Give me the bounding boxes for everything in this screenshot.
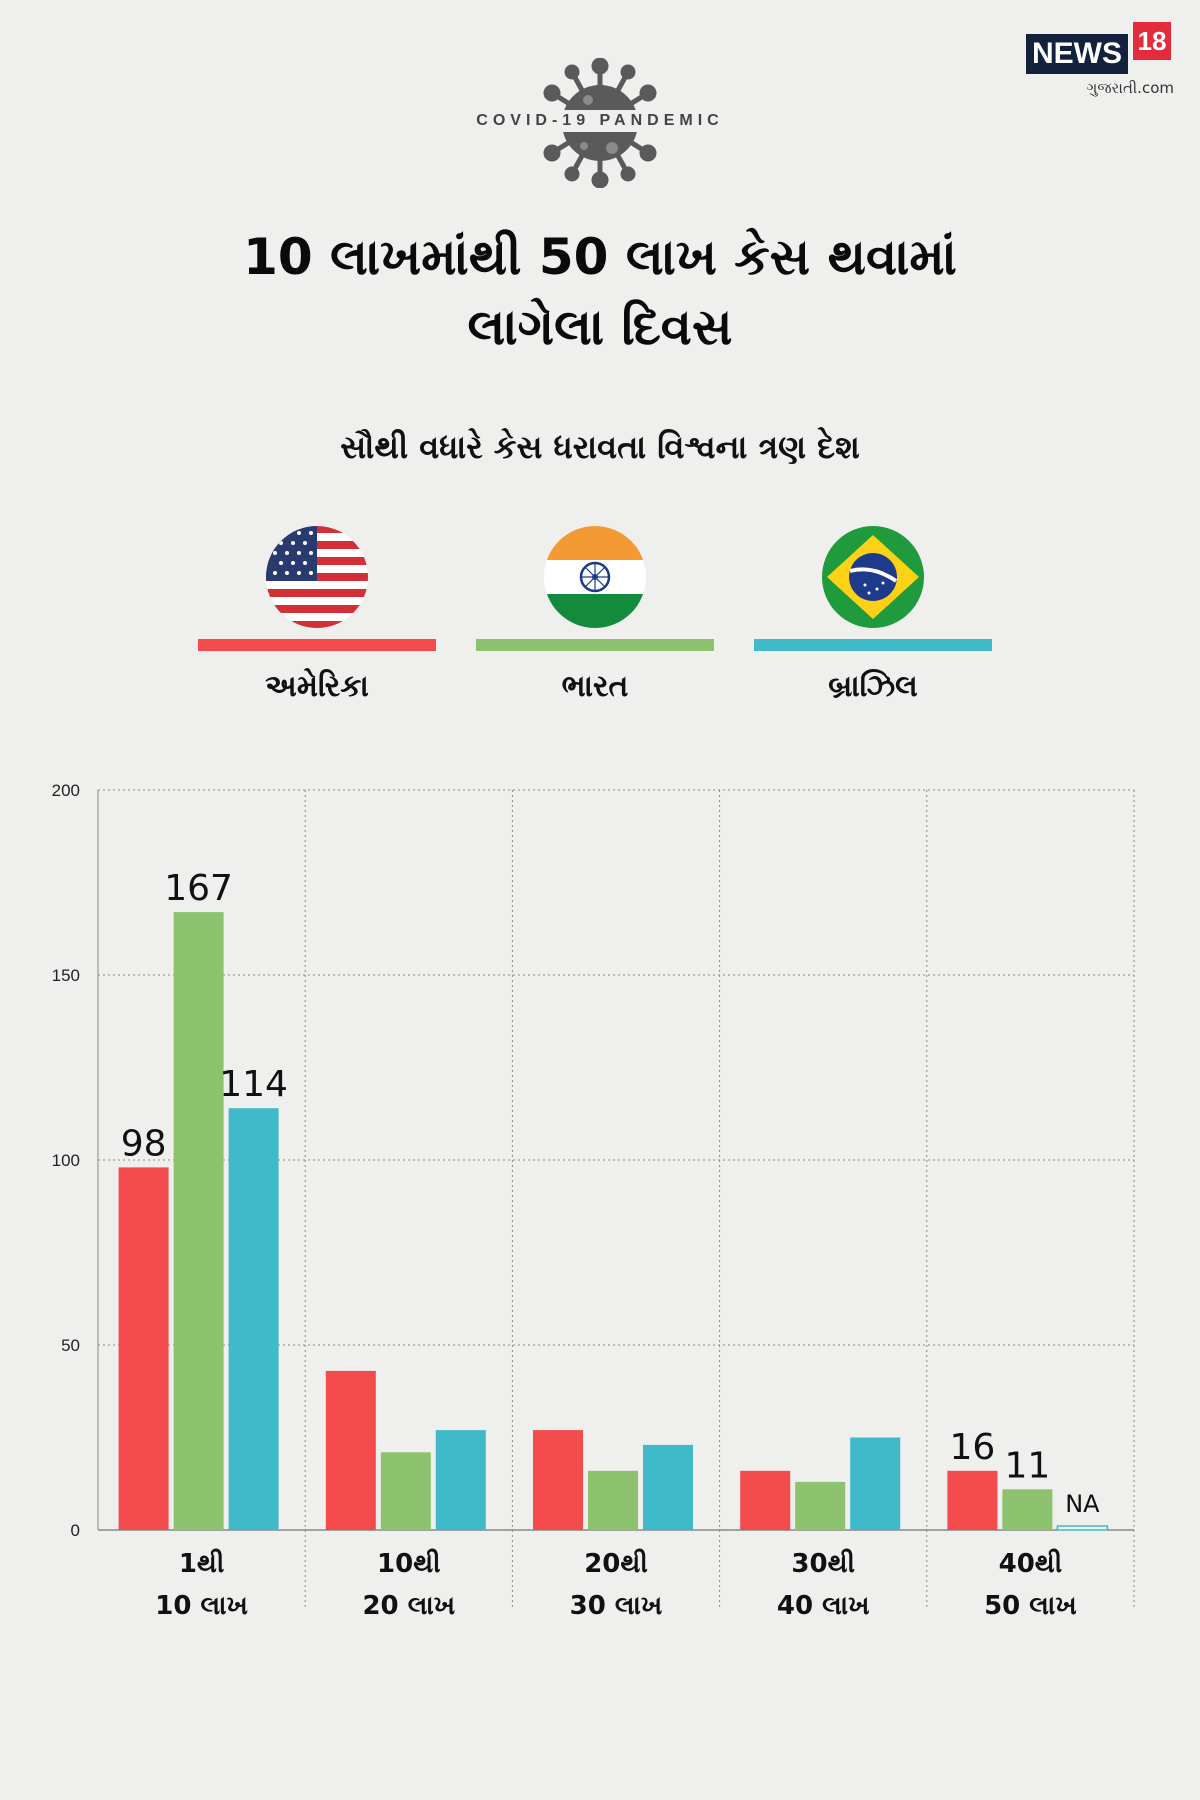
data-label: 98 [121,1123,167,1164]
bar-na [1056,1525,1109,1531]
legend-item-usa: અમેરિકા [198,525,436,704]
data-label: 167 [164,868,233,909]
bar [643,1444,693,1530]
virus-icon [540,58,660,188]
bar [740,1470,791,1530]
logo-subtitle: ગુજરાતી.com [1086,79,1174,97]
legend-swatch-brazil [754,639,992,651]
bar [228,1108,279,1530]
x-tick-label: 40 લાખ [777,1591,870,1621]
legend-label-india: ભારત [561,669,629,704]
bar [947,1470,998,1530]
y-tick-label: 0 [71,1521,80,1540]
data-label: 11 [1004,1445,1050,1486]
page-subtitle: સૌથી વધારે કેસ ધરાવતા વિશ્વના ત્રણ દેશ [340,428,860,466]
y-tick-label: 100 [52,1151,80,1170]
brazil-flag-icon [822,526,924,628]
data-label: 16 [949,1427,995,1468]
title-line-2: લાગેલા દિવસ [467,298,733,356]
bar [1002,1489,1053,1530]
bar [850,1437,901,1530]
data-label: NA [1065,1490,1100,1518]
x-tick-label: 30થી [791,1549,855,1579]
x-tick-label: 20 લાખ [362,1591,455,1621]
legend-swatch-india [476,639,714,651]
page-title: 10 લાખમાંથી 50 લાખ કેસ થવામાં લાગેલા દિવ… [100,222,1100,362]
bar [588,1470,638,1530]
legend-item-india: ભારત [476,525,714,704]
legend-label-usa: અમેરિકા [265,669,369,704]
logo-news-text: NEWS [1026,34,1128,74]
y-tick-label: 50 [61,1336,80,1355]
logo-number: 18 [1133,22,1171,60]
bar [380,1452,431,1530]
bar [435,1430,486,1530]
bar-chart: 200 150 100 50 0 1થી 10 લાખ 10થી 20 લાખ 20થી 30 લા… [52,781,1135,1621]
bar [795,1481,846,1530]
x-tick-label: 10 લાખ [155,1591,248,1621]
x-tick-label: 30 લાખ [570,1591,663,1621]
legend-swatch-usa [198,639,436,651]
title-line-1: 10 લાખમાંથી 50 લાખ કેસ થવામાં [243,228,957,286]
y-tick-label: 150 [52,966,80,985]
x-tick-label: 40થી [999,1549,1063,1579]
data-label: 114 [219,1064,288,1105]
legend-label-brazil: બ્રાઝિલ [828,669,918,704]
x-tick-label: 1થી [179,1549,224,1579]
news18-logo: NEWS 18 ગુજરાતી.com [1026,22,1176,102]
india-flag-icon [544,526,646,628]
x-tick-label: 10થી [377,1549,441,1579]
pandemic-tagline: COVID-19 PANDEMIC [476,112,724,129]
bar [325,1370,376,1530]
usa-flag-icon [266,526,368,628]
legend-item-brazil: બ્રાઝિલ [754,525,992,704]
x-tick-label: 50 લાખ [984,1591,1077,1621]
y-tick-label: 200 [52,781,80,800]
bar [173,912,224,1530]
bar [118,1167,169,1530]
x-tick-label: 20થી [584,1549,648,1579]
bar [533,1430,583,1530]
